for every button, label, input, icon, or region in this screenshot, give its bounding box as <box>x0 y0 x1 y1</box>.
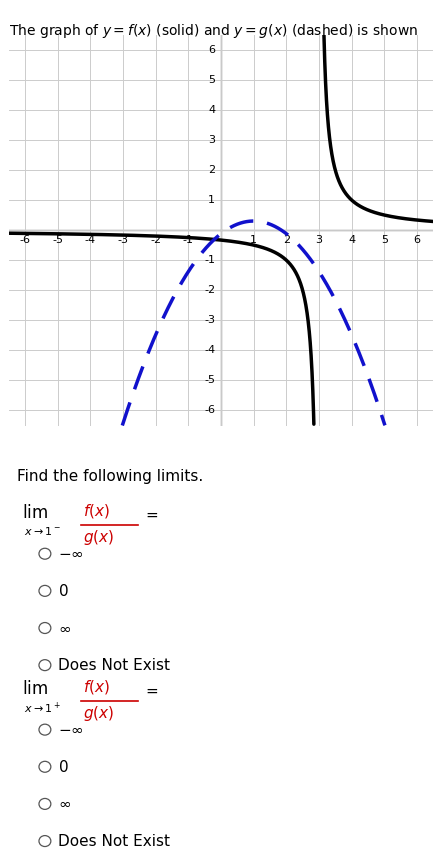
Text: -1: -1 <box>204 255 215 266</box>
Text: $x \to 1^+$: $x \to 1^+$ <box>24 702 61 716</box>
Text: -4: -4 <box>204 345 215 356</box>
Text: $-\infty$: $-\infty$ <box>57 722 84 737</box>
Text: $\lim$: $\lim$ <box>22 680 48 697</box>
Text: -6: -6 <box>204 406 215 415</box>
Text: 1: 1 <box>208 195 215 205</box>
Text: $\infty$: $\infty$ <box>57 620 71 636</box>
Text: 1: 1 <box>250 235 257 246</box>
Text: -2: -2 <box>150 235 161 246</box>
Text: 6: 6 <box>413 235 420 246</box>
Text: $-\infty$: $-\infty$ <box>57 546 84 561</box>
Text: $f(x)$: $f(x)$ <box>83 677 110 695</box>
Text: Does Not Exist: Does Not Exist <box>57 657 170 673</box>
Text: -4: -4 <box>85 235 96 246</box>
Text: 3: 3 <box>208 135 215 144</box>
Text: 2: 2 <box>283 235 290 246</box>
Text: $0$: $0$ <box>57 759 68 775</box>
Text: $\infty$: $\infty$ <box>57 797 71 811</box>
Text: 4: 4 <box>348 235 355 246</box>
Text: 3: 3 <box>316 235 322 246</box>
Text: $f(x)$: $f(x)$ <box>83 502 110 520</box>
Text: -1: -1 <box>183 235 194 246</box>
Text: 6: 6 <box>208 45 215 54</box>
Text: $x \to 1^-$: $x \to 1^-$ <box>24 525 61 537</box>
Text: $0$: $0$ <box>57 583 68 599</box>
Text: The graph of $y = f(x)$ (solid) and $y = g(x)$ (dashed) is shown: The graph of $y = f(x)$ (solid) and $y =… <box>9 22 418 40</box>
Text: -2: -2 <box>204 285 215 295</box>
Text: $g(x)$: $g(x)$ <box>83 704 114 723</box>
Text: 2: 2 <box>208 165 215 175</box>
Text: 4: 4 <box>208 105 215 115</box>
Text: Find the following limits.: Find the following limits. <box>17 469 204 484</box>
Text: -5: -5 <box>204 375 215 386</box>
Text: -3: -3 <box>204 315 215 325</box>
Text: $=$: $=$ <box>142 507 159 522</box>
Text: 5: 5 <box>208 74 215 85</box>
Text: 5: 5 <box>381 235 388 246</box>
Text: -3: -3 <box>118 235 129 246</box>
Text: -6: -6 <box>19 235 30 246</box>
Text: $\lim$: $\lim$ <box>22 503 48 522</box>
Text: $g(x)$: $g(x)$ <box>83 528 114 547</box>
Text: $=$: $=$ <box>142 683 159 698</box>
Text: -5: -5 <box>52 235 63 246</box>
Text: Does Not Exist: Does Not Exist <box>57 834 170 849</box>
